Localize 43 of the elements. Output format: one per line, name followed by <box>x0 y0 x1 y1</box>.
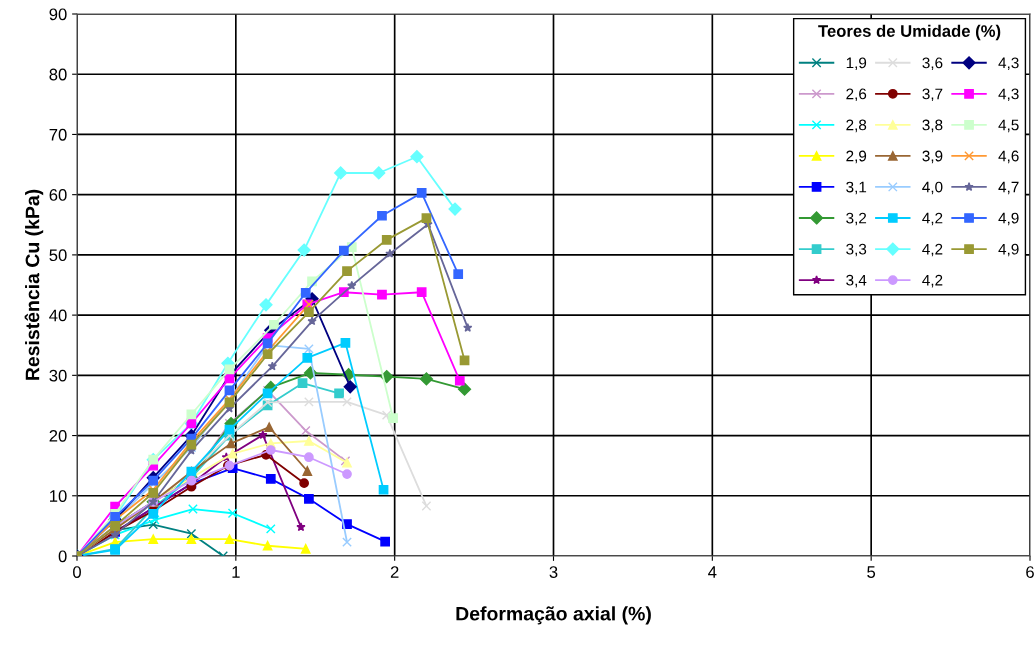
legend-label: 3,3 <box>846 243 867 257</box>
legend-label: 4,0 <box>922 181 943 195</box>
x-tick-label: 1 <box>232 566 240 578</box>
x-tick-label: 2 <box>390 566 399 578</box>
legend-label: 3,6 <box>922 57 943 71</box>
x-tick-label: 4 <box>708 566 717 578</box>
legend-label: 3,8 <box>922 119 943 133</box>
y-tick-label: 30 <box>49 369 67 382</box>
legend-label: 3,2 <box>846 212 867 226</box>
legend-label: 1,9 <box>846 57 867 71</box>
x-tick-label: 6 <box>1026 566 1034 578</box>
x-tick-label: 0 <box>73 566 81 578</box>
y-tick-label: 40 <box>49 309 67 322</box>
y-tick-label: 60 <box>49 189 67 201</box>
legend-label: 4,2 <box>922 274 943 288</box>
x-tick-label: 5 <box>867 566 876 578</box>
legend-label: 4,5 <box>998 119 1019 133</box>
x-axis-title: Deformação axial (%) <box>456 606 651 625</box>
legend-label: 4,3 <box>998 88 1019 102</box>
y-axis-title: Resistência Cu (kPa) <box>24 189 44 380</box>
legend-label: 2,9 <box>846 150 867 164</box>
y-tick-label: 50 <box>49 249 67 262</box>
x-tick-label: 3 <box>549 566 558 578</box>
legend-label: 2,6 <box>846 88 867 102</box>
legend-label: 2,8 <box>846 119 867 133</box>
legend-label: 3,7 <box>922 88 943 102</box>
legend-label: 3,9 <box>922 150 943 164</box>
legend-label: 4,2 <box>922 212 943 226</box>
y-tick-label: 90 <box>49 8 67 21</box>
y-tick-label: 0 <box>58 550 67 563</box>
legend-label: 3,4 <box>846 274 867 288</box>
y-tick-label: 70 <box>49 128 67 141</box>
y-tick-label: 80 <box>49 68 67 81</box>
legend-label: 4,9 <box>998 212 1019 226</box>
y-tick-label: 10 <box>50 490 67 502</box>
legend-title: Teores de Umidade (%) <box>818 24 1001 41</box>
legend-label: 4,7 <box>998 181 1019 195</box>
legend-label: 4,6 <box>998 150 1019 164</box>
y-tick-label: 20 <box>49 429 67 442</box>
legend-label: 4,3 <box>998 57 1019 71</box>
legend-label: 3,1 <box>846 181 867 195</box>
legend-label: 4,9 <box>998 243 1019 257</box>
legend-label: 4,2 <box>922 243 943 257</box>
